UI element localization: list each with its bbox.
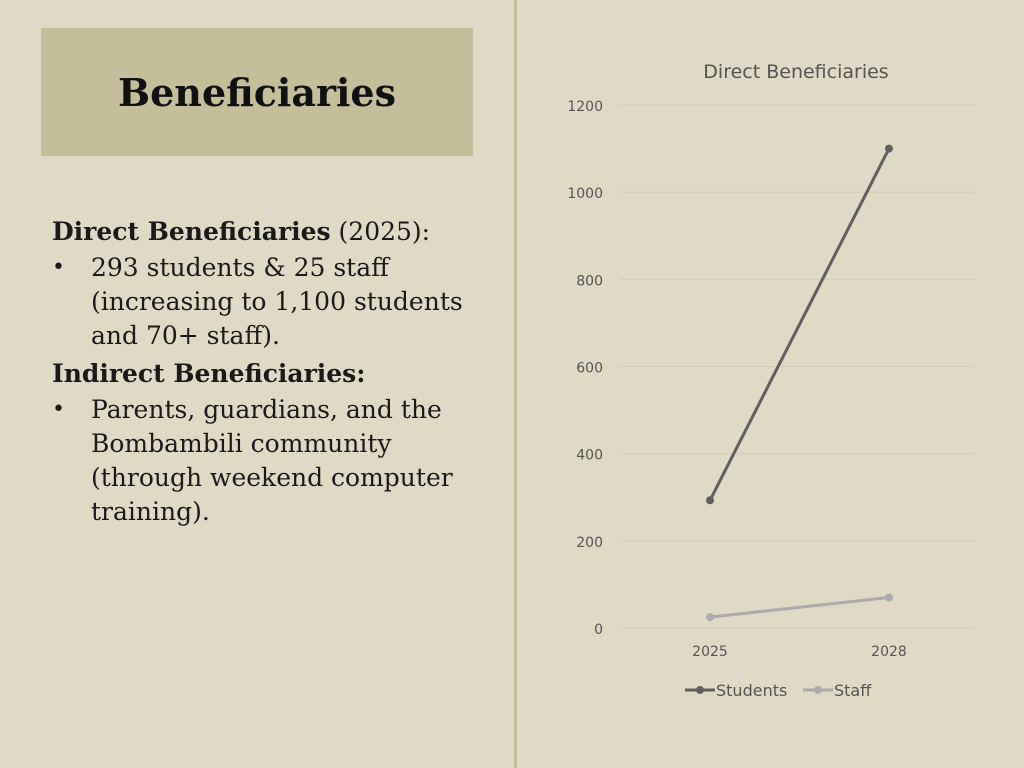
title-box: Beneficiaries <box>41 28 473 156</box>
slide-content: Direct Beneficiaries (2025): • 293 studen… <box>52 215 492 533</box>
indirect-beneficiaries-heading: Indirect Beneficiaries: <box>52 359 366 388</box>
direct-beneficiaries-year: (2025): <box>330 217 431 246</box>
y-tick-label: 800 <box>576 273 603 289</box>
y-tick-label: 200 <box>576 535 603 551</box>
y-tick-label: 600 <box>576 361 603 377</box>
legend-label-staff: Staff <box>834 681 872 700</box>
data-point-staff <box>885 593 893 602</box>
legend-marker-staff <box>814 686 822 694</box>
legend-marker-students <box>696 686 704 694</box>
bullet-icon: • <box>52 255 65 280</box>
y-tick-label: 1200 <box>567 99 603 115</box>
direct-beneficiaries-heading: Direct Beneficiaries <box>52 217 331 246</box>
direct-beneficiaries-line: Direct Beneficiaries (2025): <box>52 215 492 249</box>
y-tick-label: 400 <box>576 448 603 464</box>
indirect-beneficiaries-line: Indirect Beneficiaries: <box>52 357 492 391</box>
list-item: • 293 students & 25 staff (increasing to … <box>52 251 492 353</box>
indirect-beneficiaries-list: • Parents, guardians, and the Bombambili … <box>52 393 492 529</box>
data-point-students <box>706 496 714 505</box>
indirect-bullet-text: Parents, guardians, and the Bombambili c… <box>91 395 453 526</box>
data-point-students <box>885 144 893 153</box>
y-tick-label: 0 <box>594 622 603 638</box>
line-chart: Direct Beneficiaries 0 200 400 600 800 1000 120… <box>567 61 975 700</box>
x-tick-label: 2028 <box>871 644 907 660</box>
vertical-divider <box>514 0 517 768</box>
bullet-icon: • <box>52 397 65 422</box>
series-line-staff <box>709 596 890 619</box>
chart-title: Direct Beneficiaries <box>703 61 888 83</box>
data-point-staff <box>706 613 714 622</box>
slide-title: Beneficiaries <box>118 69 396 115</box>
x-tick-label: 2025 <box>692 644 728 660</box>
series-line-students <box>708 147 891 501</box>
direct-bullet-text: 293 students & 25 staff (increasing to 1… <box>91 253 463 350</box>
list-item: • Parents, guardians, and the Bombambili … <box>52 393 492 529</box>
direct-beneficiaries-list: • 293 students & 25 staff (increasing to … <box>52 251 492 353</box>
legend-label-students: Students <box>716 681 787 700</box>
y-tick-label: 1000 <box>567 186 603 202</box>
